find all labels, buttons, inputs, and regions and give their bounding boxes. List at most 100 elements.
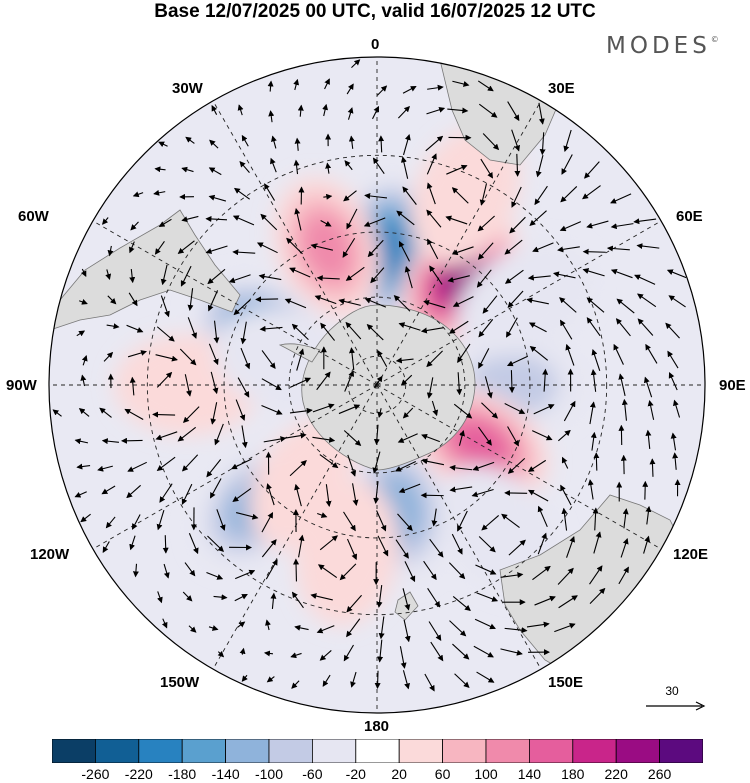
wind-vector [232,249,256,256]
wind-vector [213,320,220,344]
wind-vector [423,560,437,581]
latitude-circle [146,154,608,616]
colorbar-swatch [268,739,313,763]
wind-vector [582,268,605,277]
wind-vector [478,319,494,338]
wind-vector [507,457,526,474]
meridian [376,100,542,386]
wind-vector [633,218,657,225]
colorbar-tick-label: 100 [474,766,498,782]
wind-vector [364,297,387,308]
wind-vector [187,288,194,311]
wind-vector [366,323,384,341]
wind-vector [102,541,110,553]
wind-vector [528,489,549,502]
wind-vector [347,107,354,120]
wind-vector [162,535,169,554]
wind-vector [647,399,655,420]
wind-vector [103,351,114,362]
wind-vector [447,107,469,114]
wind-vector [80,374,87,387]
wind-vector [214,423,224,446]
wind-vector [107,245,114,257]
wind-vector [426,153,437,175]
wind-vector [397,105,411,119]
wind-vector [431,508,438,527]
wind-vector [184,374,192,397]
wind-vector [294,624,309,631]
wind-vector [289,267,311,278]
wind-vector [452,643,470,660]
wind-vector [649,458,656,477]
wind-vector [348,135,355,149]
wind-vector [526,621,550,628]
wind-vector [76,330,86,337]
wind-vector [500,648,523,656]
wind-vector [210,402,218,425]
wind-vector [161,618,168,629]
wind-vector [622,508,629,529]
wind-vector [535,154,544,178]
wind-vector [129,241,135,254]
wind-vector [316,275,340,282]
wind-vector [565,343,575,366]
wind-vector [320,220,332,227]
wind-vector [271,135,277,149]
wind-vector [126,484,142,499]
wind-vector [476,671,495,683]
wind-vector [241,425,248,449]
wind-vector [507,290,524,308]
wind-vector [529,345,549,361]
wind-vector [351,59,361,69]
wind-vector [317,512,328,518]
wind-vector [482,133,500,151]
wind-vector [451,187,469,204]
wind-vector [449,464,473,471]
wind-vector [316,625,335,634]
wind-vector [559,297,577,313]
wind-vector [132,191,144,198]
wind-vector [508,370,515,394]
wind-vector [393,295,411,312]
wind-vector [346,618,361,638]
wind-vector [445,215,468,225]
wind-vector [449,620,467,637]
wind-vector [158,218,172,228]
wind-vector [187,317,197,339]
wind-vector [297,104,304,117]
wind-vector [293,558,300,582]
wind-vector [78,408,90,417]
wind-vector [338,298,361,306]
wind-vector [430,641,444,662]
wind-vector [457,510,468,532]
wind-vector [323,193,333,200]
wind-vector [294,137,301,151]
wind-vector [345,321,362,340]
wind-vector [582,185,601,200]
wind-vector [643,376,653,398]
wind-vector [636,243,660,250]
wind-vector [474,618,496,630]
wind-vector [533,404,555,415]
wind-vector [421,458,445,466]
wind-vector [557,567,574,585]
wind-vector [239,160,250,173]
wind-vector [643,535,651,554]
wind-vector [539,132,546,156]
wind-vector [265,619,271,631]
wind-vector [128,292,138,307]
colorbar-tick-label: -140 [211,766,240,782]
wind-vector [101,485,116,495]
wind-vector [397,433,418,443]
wind-vector [155,354,178,362]
wind-vector [378,616,385,640]
wind-vector [317,564,338,579]
wind-vector [398,240,411,262]
wind-vector [372,105,380,120]
colorbar-tick-label: 140 [517,766,542,782]
wind-vector [208,343,219,366]
wind-vector [473,645,494,658]
wind-vector [456,372,463,396]
wind-vector [179,348,197,366]
wind-vector [582,248,606,255]
